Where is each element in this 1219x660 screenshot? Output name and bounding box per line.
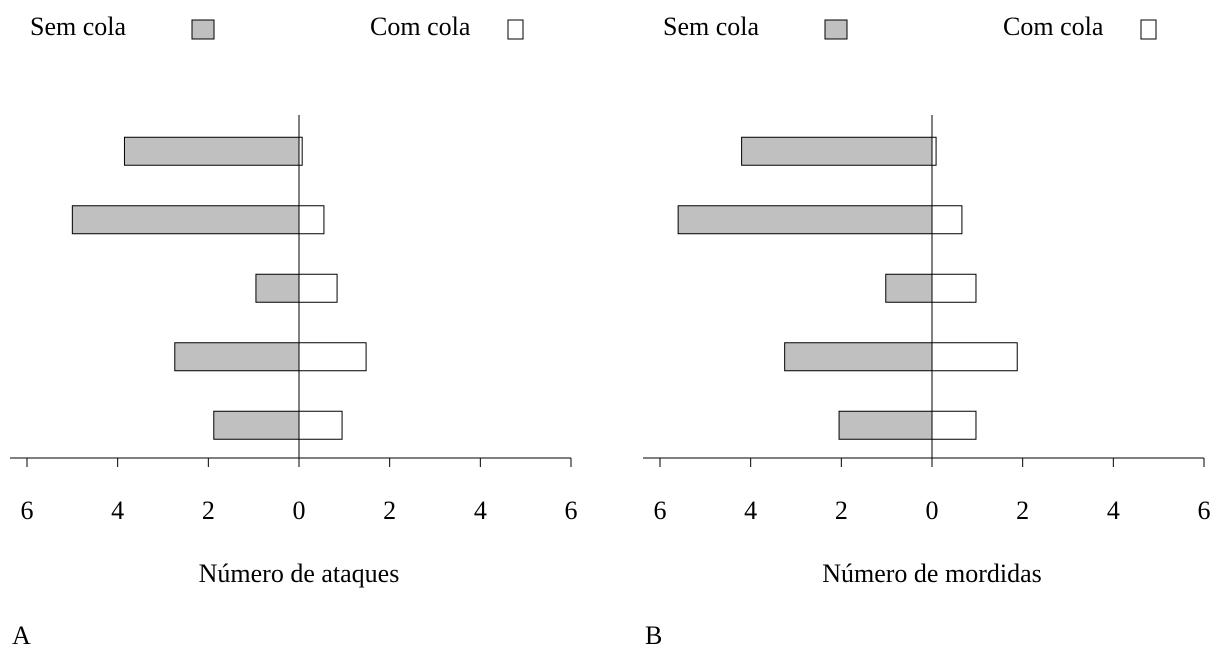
legend-swatch xyxy=(1140,19,1157,40)
bar xyxy=(931,410,977,440)
bar xyxy=(931,342,1018,372)
x-tick-label: 4 xyxy=(1107,496,1120,525)
bar xyxy=(838,410,933,440)
x-tick-label: 6 xyxy=(21,496,34,525)
x-axis-label: Número de ataques xyxy=(199,559,400,588)
x-axis-label: Número de mordidas xyxy=(822,559,1042,588)
bar xyxy=(931,273,977,303)
bar xyxy=(298,273,338,303)
legend-label: Com cola xyxy=(1003,12,1104,41)
panel-label: B xyxy=(645,621,662,650)
bar xyxy=(174,342,300,372)
bar xyxy=(741,136,933,166)
x-tick-label: 2 xyxy=(1016,496,1029,525)
legend-label: Sem cola xyxy=(663,12,759,41)
bar xyxy=(885,273,933,303)
x-tick-label: 4 xyxy=(474,496,487,525)
x-tick-label: 2 xyxy=(835,496,848,525)
bar xyxy=(71,205,300,235)
bar xyxy=(123,136,300,166)
bar xyxy=(677,205,933,235)
bar xyxy=(298,410,343,440)
x-tick-label: 0 xyxy=(293,496,306,525)
bar xyxy=(298,136,303,166)
x-tick-label: 2 xyxy=(383,496,396,525)
bar xyxy=(931,205,963,235)
bar xyxy=(298,342,367,372)
bar xyxy=(213,410,300,440)
x-tick-label: 4 xyxy=(111,496,124,525)
x-tick-label: 2 xyxy=(202,496,215,525)
bar xyxy=(931,136,937,166)
legend-swatch xyxy=(191,19,215,40)
panel-label: A xyxy=(12,621,31,650)
legend-label: Sem cola xyxy=(30,12,126,41)
legend-swatch xyxy=(824,19,848,40)
x-tick-label: 6 xyxy=(565,496,578,525)
bar xyxy=(298,205,325,235)
bar xyxy=(784,342,933,372)
x-tick-label: 6 xyxy=(1198,496,1211,525)
x-tick-label: 6 xyxy=(654,496,667,525)
bar xyxy=(255,273,300,303)
x-tick-label: 4 xyxy=(744,496,757,525)
legend-swatch xyxy=(507,19,524,40)
legend-label: Com cola xyxy=(370,12,471,41)
x-tick-label: 0 xyxy=(926,496,939,525)
